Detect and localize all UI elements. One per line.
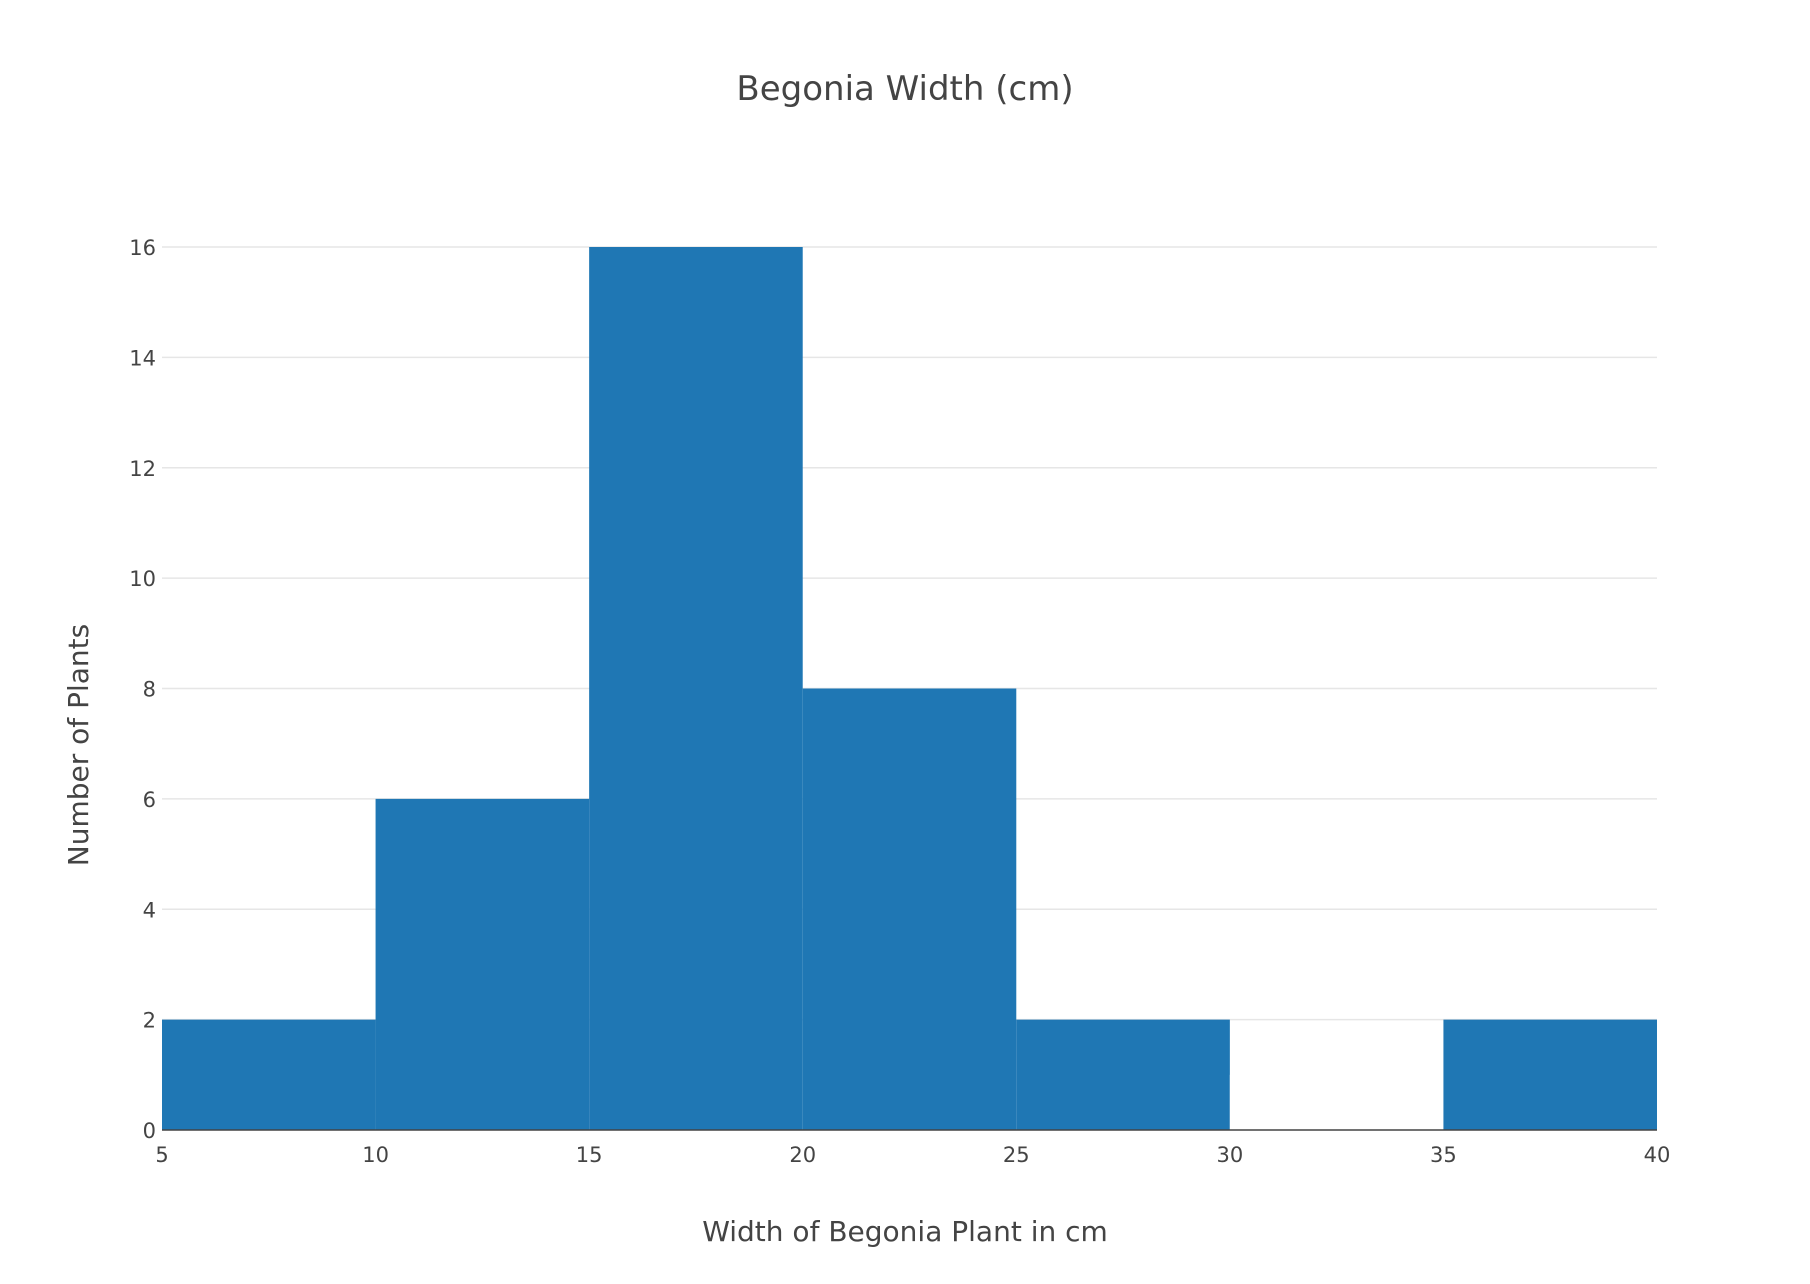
histogram-bar	[1016, 1019, 1230, 1130]
histogram-bar	[375, 798, 590, 1130]
histogram-bar	[162, 1019, 376, 1130]
x-tick-label: 35	[1430, 1143, 1457, 1167]
y-axis-title: Number of Plants	[62, 624, 95, 866]
bars-layer	[162, 247, 1657, 1130]
y-tick-label: 12	[129, 457, 156, 481]
histogram-bar	[589, 247, 803, 1130]
x-tick-label: 10	[362, 1143, 389, 1167]
y-tick-label: 16	[129, 236, 156, 260]
histogram-bar	[802, 688, 1017, 1130]
x-tick-label: 5	[155, 1143, 168, 1167]
x-tick-label: 15	[576, 1143, 603, 1167]
y-tick-label: 8	[143, 678, 156, 702]
x-tick-label: 20	[789, 1143, 816, 1167]
y-tick-label: 4	[143, 898, 156, 922]
histogram-bar	[1443, 1019, 1657, 1130]
x-tick-label: 25	[1003, 1143, 1030, 1167]
y-tick-label: 2	[143, 1009, 156, 1033]
y-tick-label: 10	[129, 567, 156, 591]
histogram-bar	[1229, 1074, 1444, 1130]
x-tick-label: 30	[1216, 1143, 1243, 1167]
ticks-layer: 0 2 4 6 8 10 12 14 16 5 10 15 20 25 30 35 40	[129, 236, 1670, 1167]
x-tick-label: 40	[1644, 1143, 1671, 1167]
x-axis-title: Width of Begonia Plant in cm	[702, 1215, 1108, 1248]
y-tick-label: 0	[143, 1119, 156, 1143]
chart-title: Begonia Width (cm)	[736, 69, 1073, 109]
y-tick-label: 14	[129, 346, 156, 370]
y-tick-label: 6	[143, 788, 156, 812]
